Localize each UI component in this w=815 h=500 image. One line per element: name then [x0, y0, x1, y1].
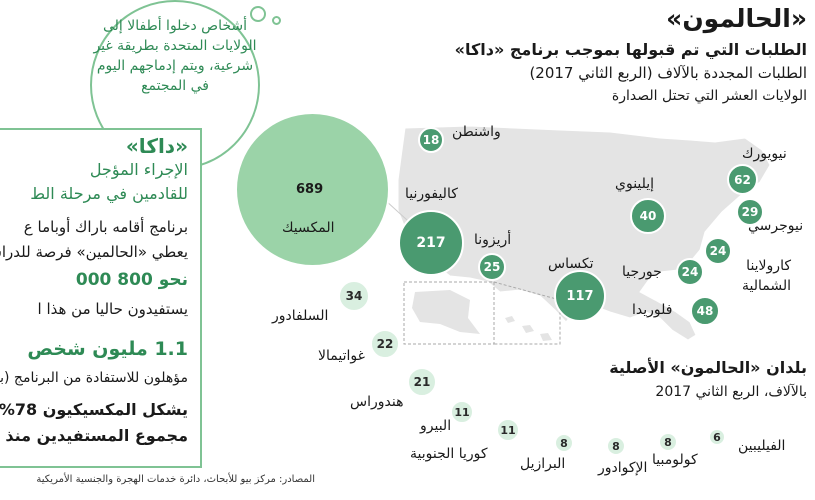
country-label-brazil: البرازيل	[520, 456, 566, 472]
state-circle-washington: 18	[418, 127, 444, 153]
state-value-arizona: 25	[483, 260, 501, 274]
daca-line: الإجراء المؤجل	[89, 160, 188, 179]
state-circle-california: 217	[398, 210, 464, 276]
daca-line: مؤهلون للاستفادة من البرنامج (بيا	[0, 370, 188, 386]
origins-title: بلدان «الحالمون» الأصلية	[609, 358, 807, 377]
daca-line: للقادمين في مرحلة الط	[30, 184, 188, 203]
country-value-honduras: 21	[413, 375, 431, 389]
state-value-california: 217	[416, 235, 446, 251]
country-circle-mexico	[235, 112, 390, 267]
country-circle-brazil: 8	[554, 433, 574, 453]
bubble-tail-large	[250, 6, 266, 22]
state-value-texas: 117	[566, 288, 594, 304]
source-note: المصادر: مركز بيو للأبحاث، دائرة خدمات ا…	[36, 474, 315, 485]
country-value-philippines: 6	[713, 430, 721, 444]
hawaii-shape	[505, 316, 552, 341]
country-value-peru: 11	[454, 405, 470, 419]
state-label-california: كاليفورنيا	[405, 186, 458, 202]
country-value-brazil: 8	[560, 436, 568, 450]
state-value-new-jersey: 29	[741, 205, 759, 219]
state-value-north-carolina: 24	[709, 244, 727, 258]
page-subtitle-tertiary: الولايات العشر التي تحتل الصدارة	[611, 88, 807, 104]
daca-line: يعطي «الحالمين» فرصة للدراس	[0, 243, 188, 261]
state-circle-illinois: 40	[630, 198, 666, 234]
country-value-el-salvador: 34	[345, 289, 363, 303]
daca-heading: «داكا»	[125, 134, 188, 158]
state-label-new-york: نيويورك	[742, 146, 787, 162]
state-circle-georgia: 24	[676, 258, 704, 286]
daca-line: يستفيدون حاليا من هذا ا	[37, 300, 188, 318]
alaska-inset-frame	[403, 281, 495, 345]
page-subtitle-primary: الطلبات التي تم قبولها بموجب برنامج «داك…	[454, 40, 807, 59]
state-label-new-jersey: نيوجرسي	[748, 218, 804, 234]
page-subtitle-secondary: الطلبات المجددة بالآلاف (الربع الثاني 20…	[529, 64, 807, 82]
country-circle-ecuador: 8	[606, 436, 626, 456]
daca-info-box: «داكا» الإجراء المؤجل للقادمين في مرحلة …	[0, 128, 202, 468]
us-mainland-shape	[397, 125, 771, 341]
country-circle-colombia: 8	[658, 432, 678, 452]
country-circle-philippines: 6	[708, 428, 726, 446]
state-circle-florida: 48	[690, 296, 720, 326]
country-label-guatemala: غواتيمالا	[318, 348, 365, 364]
state-label-georgia: جورجيا	[622, 264, 662, 280]
country-circle-peru: 11	[450, 400, 474, 424]
country-label-south-korea: كوريا الجنوبية	[410, 446, 488, 462]
daca-mexican-share: يشكل المكسيكيون 78%	[0, 400, 188, 419]
state-label-florida: فلوريدا	[632, 302, 673, 318]
state-label-illinois: إيلينوي	[615, 176, 655, 192]
state-circle-new-jersey: 29	[736, 198, 764, 226]
alaska-shape	[412, 290, 480, 334]
bubble-tail-small	[272, 16, 281, 25]
page-title: «الحالمون»	[666, 4, 807, 33]
country-circle-south-korea: 11	[496, 418, 520, 442]
country-value-colombia: 8	[664, 435, 672, 449]
state-value-washington: 18	[422, 133, 440, 147]
country-circle-guatemala: 22	[370, 329, 400, 359]
country-value-ecuador: 8	[612, 439, 620, 453]
state-value-new-york: 62	[734, 172, 751, 187]
country-value-guatemala: 22	[376, 337, 394, 351]
country-value-mexico: 689	[296, 182, 324, 197]
daca-line: برنامج أقامه باراك أوباما ع	[23, 218, 188, 236]
country-label-honduras: هندوراس	[350, 394, 404, 410]
country-label-ecuador: الإكوادور	[598, 460, 648, 476]
daca-line: مجموع المستفيدين منذ الع	[0, 426, 188, 445]
state-label-texas: تكساس	[548, 256, 594, 272]
state-circle-arizona: 25	[478, 253, 506, 281]
dreamers-definition-text: أشخاص دخلوا أطفالا إلى الولايات المتحدة …	[93, 18, 257, 94]
hawaii-inset-frame	[493, 281, 561, 345]
state-value-florida: 48	[696, 304, 714, 318]
daca-eligible-count: 1.1 مليون شخص	[27, 338, 188, 360]
state-circle-texas: 117	[554, 270, 606, 322]
state-label-arizona: أريزونا	[474, 232, 512, 248]
state-circle-new-york: 62	[727, 164, 758, 195]
country-label-colombia: كولومبيا	[652, 452, 698, 468]
state-value-georgia: 24	[681, 265, 699, 279]
country-circle-honduras: 21	[407, 367, 437, 397]
origins-subtitle: بالآلاف، الربع الثاني 2017	[655, 384, 807, 400]
country-circle-el-salvador: 34	[338, 280, 370, 312]
state-label-north-carolina: كارولاينا الشمالية	[742, 258, 791, 294]
daca-beneficiaries-count: نحو 800 000	[75, 270, 188, 290]
country-label-el-salvador: السلفادور	[272, 308, 329, 324]
country-label-philippines: الفيليبين	[738, 438, 786, 454]
country-label-peru: البيرو	[420, 418, 452, 434]
country-label-mexico: المكسيك	[282, 220, 335, 236]
state-value-illinois: 40	[639, 209, 657, 223]
state-circle-north-carolina: 24	[704, 237, 732, 265]
state-label-washington: واشنطن	[452, 124, 501, 140]
country-value-south-korea: 11	[500, 423, 516, 437]
